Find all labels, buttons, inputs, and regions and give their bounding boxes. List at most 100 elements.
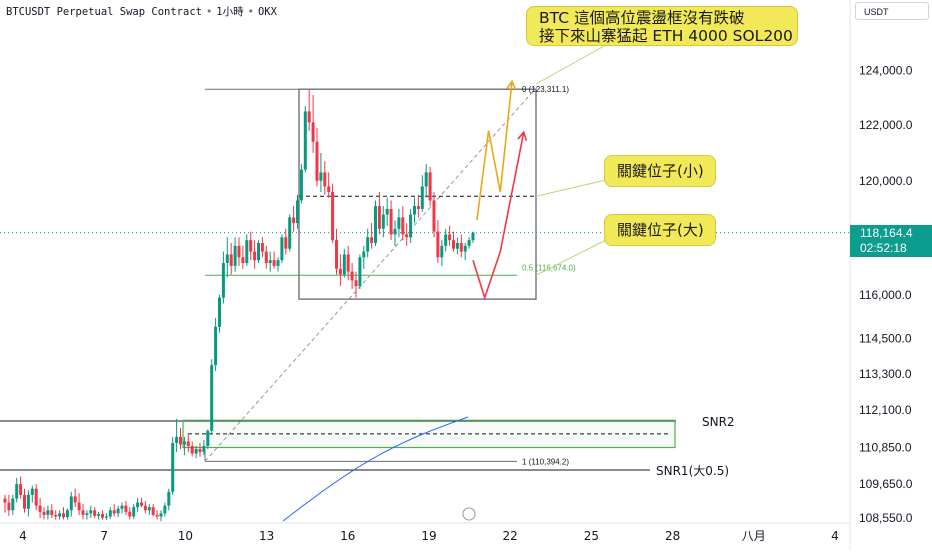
candle-body [198, 449, 202, 453]
price-tick-label: 120,000.0 [859, 174, 913, 188]
candle-body [471, 232, 475, 241]
candle-body [288, 217, 292, 249]
candle-body [155, 514, 159, 517]
candle-body [362, 251, 366, 258]
candle-body [346, 254, 350, 272]
candle-body [405, 234, 409, 238]
candle-body [104, 516, 108, 518]
candle-body [42, 511, 46, 515]
snr2-label: SNR2 [702, 415, 735, 429]
candle-body [19, 484, 23, 495]
candle-body [358, 257, 362, 287]
candle-body [440, 245, 444, 258]
candle-body [467, 240, 471, 246]
candle-body [311, 122, 315, 142]
candle-body [218, 297, 221, 327]
time-tick-label: 八月 [742, 529, 766, 543]
projection-arrow-red [517, 130, 528, 141]
candle-body [167, 491, 171, 506]
fib-level-1-label: 1 (110,394.2) [522, 457, 569, 466]
candle-body [296, 200, 299, 224]
candle-body [299, 169, 303, 201]
candle-body [89, 510, 93, 514]
candle-body [50, 510, 54, 515]
candle-body [257, 242, 260, 261]
candle-body [221, 263, 225, 298]
price-tick-label: 112,100.0 [859, 403, 912, 417]
price-tick-label: 124,000.0 [859, 64, 913, 78]
candle-body [7, 502, 11, 511]
symbol-header: BTCUSDT Perpetual Swap Contract • 1小時 • OKX [6, 4, 277, 19]
callout-connector-small [535, 179, 607, 197]
candle-body [225, 254, 229, 264]
candle-body [77, 502, 81, 511]
candle-body [284, 237, 288, 249]
last-price-value: 118,164.4 [860, 226, 913, 240]
candle-body [190, 445, 194, 454]
candle-body [335, 240, 338, 269]
candle-body [85, 513, 89, 515]
symbol-name[interactable]: BTCUSDT Perpetual Swap Contract [6, 6, 202, 18]
candle-body [354, 280, 358, 287]
candle-body [159, 513, 163, 517]
candle-body [253, 251, 257, 261]
callout-connector-large [535, 239, 607, 276]
callout-key-level-large[interactable]: 關鍵位子(大) [604, 214, 716, 246]
time-tick-label: 7 [100, 529, 108, 543]
candle-body [342, 254, 346, 275]
candle-body [62, 513, 65, 518]
candle-body [214, 326, 218, 366]
replay-icon [462, 507, 476, 521]
candle-body [245, 240, 249, 264]
candle-body [202, 445, 206, 453]
candle-body [452, 240, 455, 249]
candle-body [350, 271, 354, 281]
price-tick-label: 110,850.0 [859, 440, 912, 454]
candle-body [260, 242, 264, 252]
candle-body [389, 208, 393, 235]
separator-dot: • [205, 6, 213, 18]
candle-body [15, 484, 19, 499]
time-tick-label: 16 [340, 529, 355, 543]
timeframe-label[interactable]: 1小時 [216, 6, 244, 18]
time-tick-label: 22 [503, 529, 518, 543]
currency-unit-selector[interactable]: USDT [855, 2, 929, 20]
candle-body [428, 172, 432, 201]
candle-body [186, 441, 190, 446]
callout-note-main[interactable]: BTC 這個高位震盪框沒有跌破 接下來山寨猛起 ETH 4000 SOL200 [526, 6, 798, 46]
candle-body [112, 510, 116, 514]
candle-body [120, 505, 124, 509]
candle-body [249, 240, 253, 252]
candle-body [381, 214, 385, 229]
time-tick-label: 25 [584, 529, 599, 543]
callout-key-level-small[interactable]: 關鍵位子(小) [604, 155, 716, 187]
candle-body [116, 508, 120, 514]
time-tick-label: 4 [19, 529, 27, 543]
candle-body [323, 172, 327, 187]
candle-body [436, 231, 440, 258]
projection-path-red [472, 131, 525, 301]
candle-body [307, 111, 311, 123]
candle-body [93, 510, 97, 516]
exchange-label: OKX [257, 6, 277, 18]
candle-body [229, 254, 233, 266]
candle-body [292, 217, 296, 224]
candle-body [124, 505, 128, 512]
moving-average-line [282, 416, 469, 522]
range-box [298, 88, 537, 300]
time-tick-label: 4 [831, 529, 839, 543]
candle-body [455, 242, 459, 249]
candle-body [416, 206, 420, 209]
candle-body [132, 507, 136, 517]
candle-body [338, 268, 342, 275]
candle-body [377, 206, 381, 229]
candle-body [413, 206, 416, 215]
callout-line-2: 接下來山寨猛起 ETH 4000 SOL200 [539, 27, 793, 45]
candle-body [237, 245, 241, 258]
fib-level-05-label: 0.5 (116,674.0) [522, 263, 576, 272]
candle-body [136, 502, 140, 508]
candle-body [401, 217, 405, 235]
candle-body [11, 498, 15, 511]
